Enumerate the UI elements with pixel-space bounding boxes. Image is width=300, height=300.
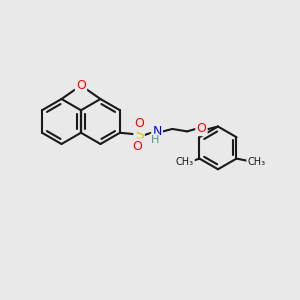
Text: O: O [133,140,142,153]
Text: CH₃: CH₃ [248,157,266,167]
Text: S: S [135,128,143,142]
Text: H: H [151,135,159,145]
Text: O: O [76,79,86,92]
Text: N: N [152,125,162,139]
Text: CH₃: CH₃ [176,157,194,167]
Text: O: O [134,117,144,130]
Text: O: O [196,122,206,135]
